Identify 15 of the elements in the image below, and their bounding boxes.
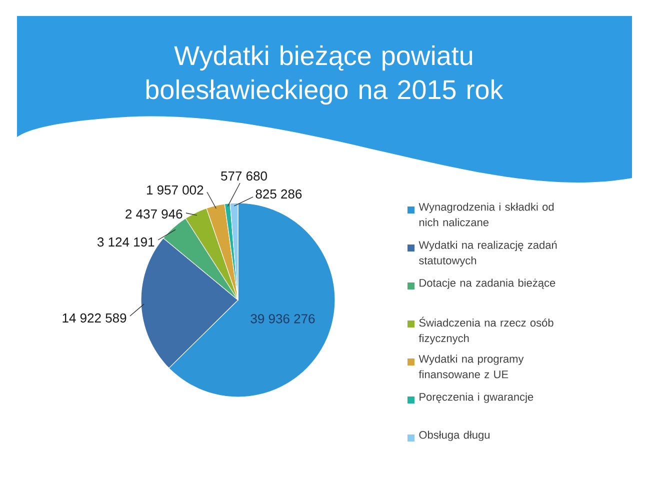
legend-label: Wydatki na realizację zadań statutowych — [418, 240, 557, 267]
legend-label: Poręczenia i gwarancje — [420, 392, 534, 403]
legend-label: Dotacje na zadania bieżące — [420, 278, 556, 289]
chart-title: Wydatki bieżące powiatu bolesławieckiego na 2015 rok — [146, 45, 504, 105]
data-label: 3 124 191 — [97, 237, 154, 247]
data-label: 577 680 — [221, 171, 267, 181]
data-label: 39 936 276 — [250, 314, 315, 324]
data-label: 14 922 589 — [62, 313, 126, 323]
data-label: 825 286 — [256, 189, 302, 199]
legend-label: Wynagrodzenia i składki od nich naliczane — [418, 202, 554, 226]
legend-label: Świadczenia na rzecz osób fizycznych — [418, 316, 554, 344]
legend-label: Wydatki na programy finansowane z UE — [418, 354, 524, 378]
legend-label: Obsługa długu — [419, 430, 490, 441]
data-label: 1 957 002 — [146, 185, 204, 195]
data-label: 2 437 946 — [126, 209, 182, 219]
